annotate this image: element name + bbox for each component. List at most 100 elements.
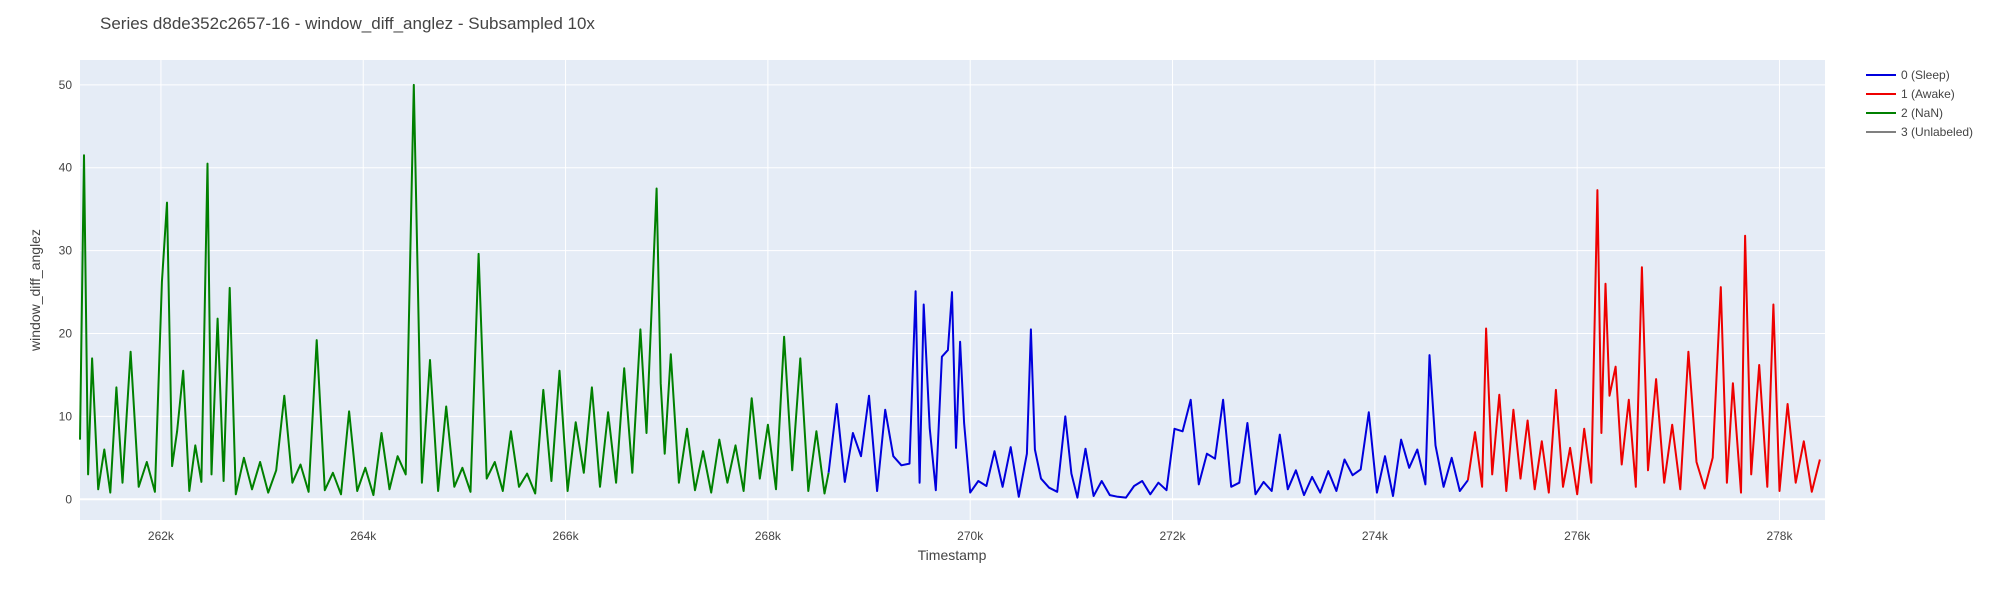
data-point [1109,494,1111,496]
data-point [217,318,219,320]
series-line-0 [827,290,1469,499]
series-line-2 [79,83,830,497]
legend-item[interactable]: 3 (Unlabeled) [1866,125,1973,139]
data-point [340,494,342,496]
data-point [759,478,761,480]
data-point [1641,266,1643,268]
data-point [292,482,294,484]
data-point [1467,479,1469,481]
data-point [397,455,399,457]
data-point [223,480,225,482]
data-point [1247,422,1249,424]
data-point [686,428,688,430]
data-point [1435,445,1437,447]
data-point [235,494,237,496]
data-point [437,490,439,492]
data-point [575,421,577,423]
data-point [884,409,886,411]
data-point [767,424,769,426]
data-point [154,491,156,493]
data-point [743,490,745,492]
chart-title: Series d8de352c2657-16 - window_diff_ang… [100,14,595,33]
data-point [710,492,712,494]
y-tick-label: 50 [59,78,73,92]
data-point [91,358,93,360]
data-point [1279,434,1281,436]
data-point [189,490,191,492]
data-point [1811,491,1813,493]
data-point [1368,412,1370,414]
data-point [1591,482,1593,484]
x-tick-label: 276k [1564,529,1591,543]
data-point [518,486,520,488]
data-point [1663,482,1665,484]
x-axis-title: Timestamp [918,547,987,563]
data-point [652,285,654,287]
data-point [1671,424,1673,426]
data-point [421,482,423,484]
data-point [1615,366,1617,368]
data-point [534,493,536,495]
data-point [413,84,415,86]
data-point [1680,489,1682,491]
data-point [176,431,178,433]
data-point [986,485,988,487]
data-point [1795,482,1797,484]
y-tick-label: 0 [65,492,72,506]
data-point [429,359,431,361]
data-point [1295,470,1297,472]
grid-layer [80,60,1825,520]
data-point [955,447,957,449]
data-point [1720,286,1722,288]
data-point [1647,470,1649,472]
data-point [182,370,184,372]
data-point [816,431,818,433]
data-point [116,387,118,389]
data-point [229,287,231,289]
data-point [1034,449,1036,451]
data-point [1093,495,1095,497]
x-tick-label: 268k [755,529,782,543]
data-point [1141,480,1143,482]
plot-area [80,60,1825,520]
data-point [1429,354,1431,356]
data-point [591,387,593,389]
data-point [727,482,729,484]
data-point [166,202,168,204]
data-point [1696,461,1698,463]
axis-layer: 0 10 20 30 40 50 262k 264k 266k 268k 270k 272k 274k 2… [59,78,1794,543]
data-point [161,281,163,283]
data-point [510,431,512,433]
data-point [1133,485,1135,487]
data-point [171,465,173,467]
data-point [1336,490,1338,492]
data-point [195,445,197,447]
data-point [1287,489,1289,491]
data-point [316,339,318,341]
data-point [1534,489,1536,491]
data-point [1030,329,1032,331]
data-point [259,461,261,463]
data-point [373,494,375,496]
data-point [551,480,553,482]
data-point [670,353,672,355]
data-point [860,455,862,457]
data-point [1583,428,1585,430]
y-axis-title: window_diff_anglez [27,229,43,352]
data-point [1555,389,1557,391]
legend-item[interactable]: 0 (Sleep) [1866,68,1950,82]
legend-item[interactable]: 1 (Awake) [1866,87,1955,101]
legend-item[interactable]: 2 (NaN) [1866,106,1943,120]
data-point [1451,457,1453,459]
data-point [462,467,464,469]
data-point [1182,431,1184,433]
data-point [1077,497,1079,499]
x-tick-label: 264k [350,529,377,543]
legend[interactable]: 0 (Sleep) 1 (Awake) 2 (NaN) 3 (Unlabeled) [1866,68,1973,139]
data-point [1481,486,1483,488]
data-point [324,489,326,491]
data-point [1704,488,1706,490]
data-point [876,490,878,492]
data-point [1400,439,1402,441]
data-point [1263,481,1265,483]
